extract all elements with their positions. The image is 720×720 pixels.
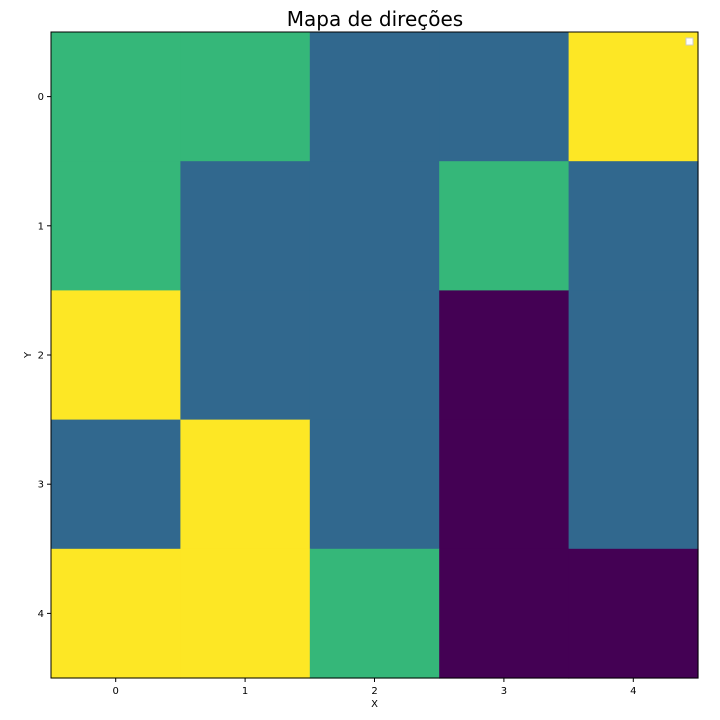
x-axis-ticks: 0 1 2 3 4: [113, 678, 636, 697]
heatmap-cell-r2-c4: [568, 290, 699, 421]
heatmap-cell-r4-c1: [180, 548, 311, 679]
heatmap-cell-r0-c2: [309, 32, 440, 162]
y-tick-label: 3: [38, 480, 44, 491]
heatmap-cell-r3-c2: [309, 419, 440, 550]
x-axis-label: X: [371, 699, 378, 710]
heatmap-cell-r0-c0: [51, 32, 181, 162]
heatmap-cell-r1-c4: [568, 161, 699, 291]
heatmap-cell-r1-c0: [51, 161, 181, 291]
y-tick-label: 0: [38, 92, 44, 103]
heatmap-cell-r2-c3: [439, 290, 570, 421]
heatmap-cell-r2-c2: [309, 290, 440, 421]
heatmap-cell-r0-c4: [568, 32, 699, 162]
legend-box: [685, 37, 694, 46]
heatmap-cell-r1-c1: [180, 161, 311, 291]
heatmap-cell-r4-c3: [439, 548, 570, 679]
heatmap-cell-r4-c2: [309, 548, 440, 679]
heatmap-cell-r4-c4: [568, 548, 699, 679]
x-tick-label: 2: [371, 686, 377, 697]
heatmap-cells: [51, 32, 699, 679]
y-tick-label: 4: [38, 609, 44, 620]
heatmap-cell-r0-c1: [180, 32, 311, 162]
heatmap-cell-r4-c0: [51, 548, 181, 679]
x-tick-label: 4: [630, 686, 636, 697]
x-tick-label: 1: [242, 686, 248, 697]
heatmap-cell-r0-c3: [439, 32, 570, 162]
y-axis-label: Y: [23, 351, 34, 359]
heatmap-cell-r1-c3: [439, 161, 570, 291]
x-tick-label: 3: [501, 686, 507, 697]
legend: [685, 37, 694, 46]
y-tick-label: 1: [38, 221, 44, 232]
heatmap-cell-r2-c1: [180, 290, 311, 421]
heatmap-cell-r1-c2: [309, 161, 440, 291]
heatmap-cell-r3-c3: [439, 419, 570, 550]
heatmap-cell-r3-c0: [51, 419, 181, 550]
heatmap-cell-r3-c4: [568, 419, 699, 550]
heatmap-cell-r2-c0: [51, 290, 181, 421]
y-tick-label: 2: [38, 351, 44, 362]
chart-title: Mapa de direções: [287, 7, 463, 31]
heatmap-cell-r3-c1: [180, 419, 311, 550]
x-tick-label: 0: [113, 686, 119, 697]
y-axis-ticks: 0 1 2 3 4: [38, 92, 51, 620]
